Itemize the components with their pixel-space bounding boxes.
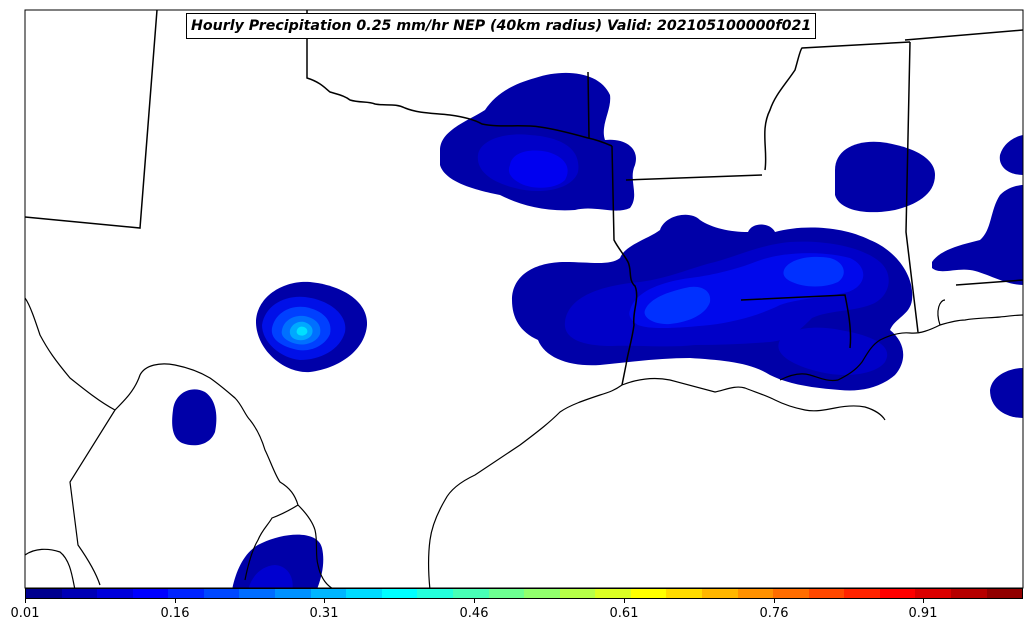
colorbar-segment [524,589,560,598]
colorbar [25,588,1023,599]
colorbar-tick [923,599,924,603]
colorbar-segment [452,589,489,598]
colorbar-segment [915,589,952,598]
colorbar-tick-label: 0.76 [759,606,789,621]
colorbar-segment [381,589,418,598]
colorbar-segment [168,589,204,598]
colorbar-tick-label: 0.01 [10,606,40,621]
colorbar-tick [474,599,475,603]
colorbar-segment [701,589,738,598]
precip-field-louisiana [512,214,913,391]
colorbar-segment [595,589,631,598]
colorbar-segment [239,589,276,598]
precip-field-central-texas [255,281,368,373]
colorbar-segment [559,589,596,598]
precip-field-south-texas-border [232,534,324,588]
precip-field-oklahoma-arkansas [440,72,636,211]
colorbar-tick-label: 0.31 [309,606,339,621]
colorbar-segment [630,589,667,598]
colorbar-tick-label: 0.16 [160,606,190,621]
colorbar-segment [310,589,347,598]
precip-field-southwest-texas [172,389,217,446]
colorbar-segment [417,589,453,598]
colorbar-tick [774,599,775,603]
map-title: Hourly Precipitation 0.25 mm/hr NEP (40k… [186,13,817,39]
colorbar-segment [203,589,240,598]
colorbar-tick [324,599,325,603]
state-borders [25,10,1023,386]
precip-field-east [835,135,1023,418]
colorbar-tick [624,599,625,603]
colorbar-segment [61,589,98,598]
colorbar-segment [346,589,382,598]
colorbar-segment [26,589,62,598]
colorbar-segment [666,589,702,598]
colorbar-segment [488,589,525,598]
colorbar-tick [25,599,26,603]
coastline [25,297,1023,588]
colorbar-segment [737,589,774,598]
colorbar-tick-label: 0.61 [609,606,639,621]
colorbar-segment [97,589,133,598]
colorbar-tick [175,599,176,603]
colorbar-segment [773,589,809,598]
colorbar-segment [844,589,880,598]
colorbar-segment [808,589,845,598]
colorbar-tick-label: 0.91 [908,606,938,621]
colorbar-tick-label: 0.46 [459,606,489,621]
colorbar-segment [986,589,1023,598]
colorbar-segment [951,589,987,598]
colorbar-segment [879,589,916,598]
colorbar-segment [132,589,169,598]
colorbar-segment [275,589,311,598]
